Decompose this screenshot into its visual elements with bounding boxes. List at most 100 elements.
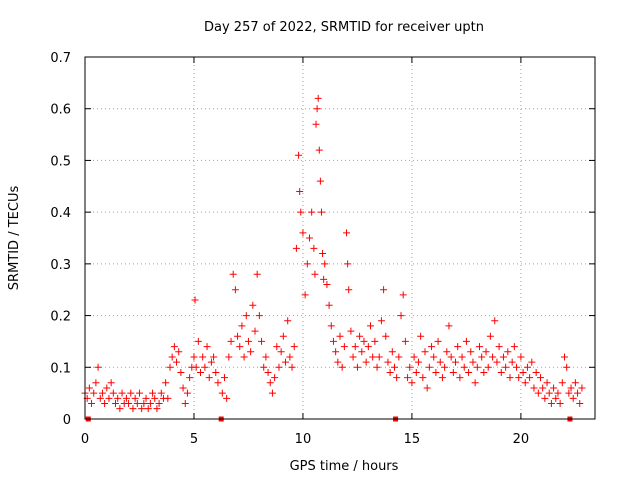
data-point (441, 363, 449, 371)
data-point (515, 374, 523, 382)
data-point (133, 399, 141, 407)
data-point (340, 343, 348, 351)
data-point (205, 374, 213, 382)
data-point (454, 343, 462, 351)
axis-ticks (84, 56, 595, 420)
data-point (201, 363, 209, 371)
data-point (301, 291, 309, 299)
data-point (380, 286, 388, 294)
data-point (491, 317, 499, 325)
data-point (412, 368, 420, 376)
data-point (114, 394, 122, 402)
data-point (458, 353, 466, 361)
data-point (144, 405, 152, 413)
data-point (343, 229, 351, 237)
data-point (266, 379, 274, 387)
data-point (168, 353, 176, 361)
data-point (296, 187, 304, 195)
data-point (258, 337, 266, 345)
data-point (279, 332, 287, 340)
data-point (329, 337, 337, 345)
data-point (218, 389, 226, 397)
grid-lines (85, 57, 595, 419)
data-point (526, 374, 534, 382)
data-point (96, 394, 104, 402)
data-point (125, 399, 133, 407)
data-point (151, 394, 159, 402)
data-point (475, 343, 483, 351)
data-point (506, 374, 514, 382)
data-point (560, 353, 568, 361)
data-point (260, 363, 268, 371)
x-tick-label: 15 (404, 432, 421, 447)
data-point (543, 379, 551, 387)
data-point (393, 374, 401, 382)
data-point (362, 358, 370, 366)
data-point (240, 353, 248, 361)
data-point (438, 374, 446, 382)
data-point (247, 348, 255, 356)
plot-frame (84, 56, 596, 420)
data-point (210, 353, 218, 361)
data-point (118, 389, 126, 397)
data-point (282, 358, 290, 366)
data-point (478, 353, 486, 361)
data-point (175, 348, 183, 356)
data-point (367, 322, 375, 330)
data-point (484, 363, 492, 371)
data-point (214, 379, 222, 387)
data-point (319, 250, 327, 258)
data-point (166, 363, 174, 371)
data-point (377, 317, 385, 325)
data-point (320, 275, 328, 283)
data-point (508, 358, 516, 366)
data-point (571, 379, 579, 387)
data-point (323, 281, 331, 289)
data-point (344, 260, 352, 268)
data-point (432, 368, 440, 376)
data-point (404, 374, 412, 382)
data-point (504, 348, 512, 356)
data-point (539, 384, 547, 392)
data-point (321, 260, 329, 268)
data-point (530, 384, 538, 392)
chart-title: Day 257 of 2022, SRMTID for receiver upt… (204, 20, 484, 35)
data-point (107, 379, 115, 387)
data-point (460, 363, 468, 371)
data-point (421, 348, 429, 356)
data-point (456, 374, 464, 382)
data-point (251, 327, 259, 335)
data-point (462, 337, 470, 345)
data-point (286, 353, 294, 361)
data-point (521, 379, 529, 387)
data-point (313, 105, 321, 113)
data-point (358, 348, 366, 356)
data-point (186, 374, 194, 382)
data-point (244, 337, 252, 345)
data-point (436, 358, 444, 366)
y-tick-label: 0.3 (50, 258, 71, 273)
data-point (98, 389, 106, 397)
data-point (327, 322, 335, 330)
data-point (449, 368, 457, 376)
data-point (390, 363, 398, 371)
data-point (371, 337, 379, 345)
data-point (315, 146, 323, 154)
data-point (552, 394, 560, 402)
data-point (414, 358, 422, 366)
data-point (212, 368, 220, 376)
data-point (401, 337, 409, 345)
data-point (443, 348, 451, 356)
data-point (310, 244, 318, 252)
data-point (345, 286, 353, 294)
data-point (528, 358, 536, 366)
data-point (197, 368, 205, 376)
data-point (502, 363, 510, 371)
data-point (157, 389, 165, 397)
data-point (88, 399, 96, 407)
data-point (288, 363, 296, 371)
data-point (480, 368, 488, 376)
data-point (332, 348, 340, 356)
data-point (574, 389, 582, 397)
